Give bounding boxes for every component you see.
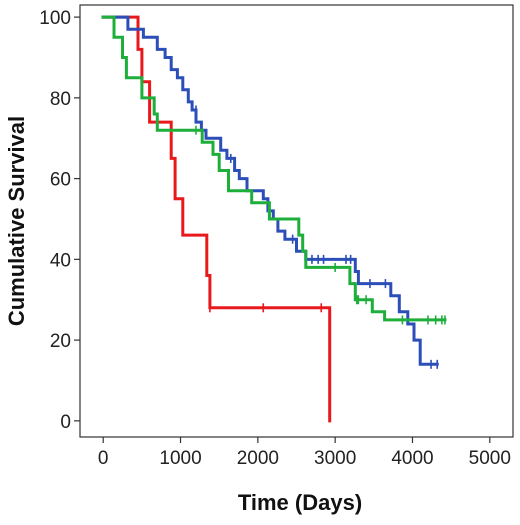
y-tick-label: 80: [50, 89, 71, 110]
x-tick-label: 1000: [159, 448, 201, 469]
series-layer: [101, 15, 447, 423]
y-tick-label: 40: [50, 250, 71, 271]
series-green-group: [101, 15, 447, 325]
y-axis-ticks: 0 20 40 60 80 100: [39, 8, 80, 433]
series-green-line: [101, 15, 447, 322]
x-tick-label: 3000: [314, 448, 356, 469]
series-blue-group: [101, 15, 439, 369]
plot-area: [79, 4, 514, 438]
x-tick-label: 4000: [391, 448, 433, 469]
x-axis-title: Time (Days): [238, 490, 362, 515]
series-red-group: [101, 15, 332, 423]
y-tick-label: 60: [50, 170, 71, 191]
y-tick-label: 0: [60, 412, 71, 433]
series-red-line: [101, 15, 332, 423]
series-blue-line: [101, 15, 439, 366]
y-tick-label: 20: [50, 331, 71, 352]
x-tick-label: 2000: [237, 448, 279, 469]
x-tick-label: 5000: [469, 448, 511, 469]
x-tick-label: 0: [98, 448, 109, 469]
x-axis-ticks: 0 1000 2000 3000 4000 5000: [98, 437, 511, 469]
y-axis-title: Cumulative Survival: [4, 116, 29, 326]
y-tick-label: 100: [39, 8, 71, 29]
